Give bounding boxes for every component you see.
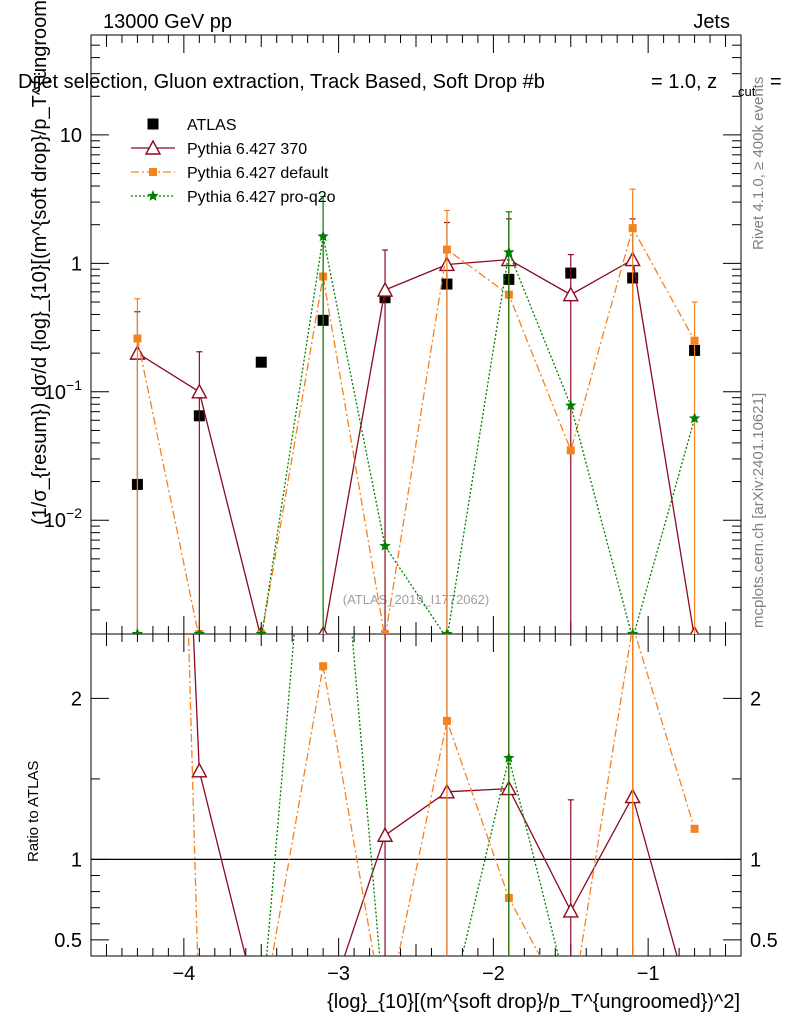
y-tick-label-ratio-right: 0.5 — [750, 930, 778, 952]
ratio-point — [562, 902, 579, 918]
data-point — [565, 399, 577, 411]
x-tick-label: −2 — [482, 963, 505, 985]
y-tick-label-main: 1 — [71, 253, 82, 275]
data-point — [379, 540, 391, 551]
legend-label: Pythia 6.427 default — [187, 165, 329, 182]
data-point — [191, 383, 208, 399]
ratio-line — [187, 634, 696, 956]
y-tick-label-ratio: 1 — [71, 849, 82, 871]
rivet-version-label: Rivet 4.1.0, ≥ 400k events — [750, 77, 767, 250]
legend-marker — [144, 139, 162, 155]
data-point — [562, 286, 579, 302]
data-point — [690, 336, 699, 345]
data-point — [255, 628, 267, 634]
y-tick-label-main: 10−1 — [44, 377, 82, 404]
legend-item: Pythia 6.427 default — [131, 165, 329, 182]
mcplots-label: mcplots.cern.ch [arXiv:2401.10621] — [750, 393, 767, 628]
data-point — [503, 246, 515, 258]
data-point — [133, 334, 142, 343]
data-point — [688, 412, 701, 424]
y-tick-label-ratio: 0.5 — [54, 930, 82, 952]
legend-item: Pythia 6.427 pro-q2o — [131, 189, 336, 206]
x-tick-label: −4 — [172, 963, 195, 985]
data-point — [381, 630, 390, 634]
legend-marker — [147, 190, 159, 201]
series-0 — [131, 267, 701, 490]
data-point — [627, 628, 639, 634]
legend-marker — [149, 168, 157, 176]
y-axis-title-ratio: Ratio to ATLAS — [25, 761, 42, 862]
series-line — [261, 236, 696, 634]
category-label: Jets — [693, 11, 730, 33]
ratio-point — [319, 662, 328, 671]
legend-label: ATLAS — [187, 117, 237, 134]
series-2 — [133, 188, 699, 634]
ratio-axes: −4 −3 −2 −1 0.5 0.5 1 1 2 2 — [54, 634, 778, 985]
ratio-series-group — [187, 634, 699, 956]
legend-item: Pythia 6.427 370 — [131, 139, 307, 158]
side-labels: Rivet 4.1.0, ≥ 400k events mcplots.cern.… — [750, 77, 767, 628]
ratio-point — [690, 824, 699, 833]
legend-item: ATLAS — [147, 117, 237, 134]
series-line — [137, 258, 695, 634]
legend: ATLAS Pythia 6.427 370 Pythia 6.427 defaul… — [131, 117, 336, 206]
y-tick-label-main: 10−2 — [44, 505, 82, 532]
data-point — [193, 628, 205, 634]
series-line — [136, 226, 696, 634]
x-tick-label: −3 — [327, 963, 350, 985]
y-tick-label-main: 10 — [60, 125, 82, 147]
ratio-line — [192, 634, 678, 956]
data-point — [442, 245, 451, 254]
data-point — [131, 628, 144, 634]
series-1 — [129, 218, 700, 634]
series-3 — [131, 195, 701, 634]
x-axis-title: {log}_{10}[(m^{soft drop}/p_T^{ungroomed… — [327, 991, 740, 1013]
ratio-point — [442, 716, 451, 725]
x-tick-label: −1 — [637, 963, 660, 985]
data-point — [441, 628, 453, 634]
data-point — [317, 230, 329, 242]
legend-marker — [147, 118, 159, 130]
legend-label: Pythia 6.427 pro-q2o — [187, 189, 336, 206]
data-point — [628, 224, 637, 233]
y-tick-label-ratio: 2 — [71, 688, 82, 710]
energy-label: 13000 GeV pp — [103, 11, 232, 33]
analysis-id-label: (ATLAS_2019_I1772062) — [343, 592, 489, 607]
data-point — [255, 356, 267, 368]
y-axis-title-main: (1/σ_{resum}) dσ/d {log}_{10}[(m^{soft d… — [29, 0, 51, 525]
plot-title: Dijet selection, Gluon extraction, Track… — [18, 71, 782, 99]
data-point — [376, 281, 394, 297]
ratio-point — [191, 762, 208, 778]
ratio-line — [265, 634, 560, 956]
y-tick-label-ratio-right: 1 — [750, 849, 761, 871]
ratio-point — [376, 826, 394, 842]
legend-label: Pythia 6.427 370 — [187, 141, 307, 158]
ratio-plot-frame — [90, 633, 742, 957]
main-series-group — [129, 188, 701, 634]
ratio-series-2 — [265, 634, 560, 956]
ratio-point — [503, 752, 515, 763]
y-tick-label-ratio-right: 2 — [750, 688, 761, 710]
data-point — [566, 446, 575, 455]
